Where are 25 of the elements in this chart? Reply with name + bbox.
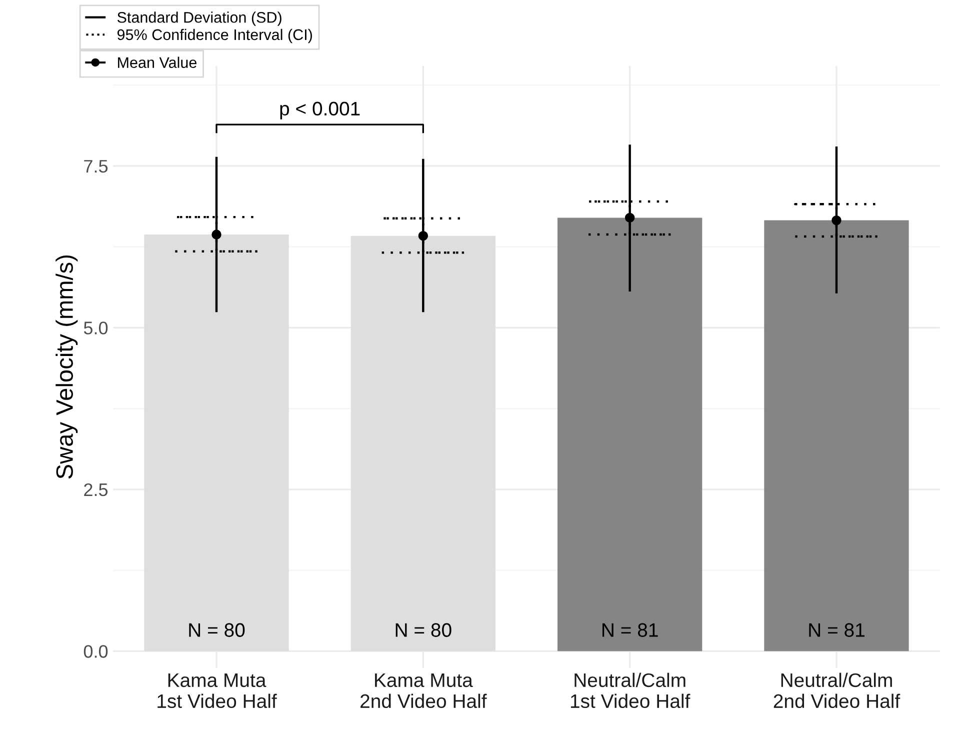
annotation: N = 81 <box>809 623 864 637</box>
x-tick-label: Neutral/Calm 1st Video Half <box>570 672 690 708</box>
annotation: p < 0.001 <box>280 102 360 120</box>
point <box>832 215 842 226</box>
annotation: N = 80 <box>189 623 245 637</box>
x-tick-label: Kama Muta 2nd Video Half <box>360 674 487 708</box>
point <box>212 230 222 240</box>
y-axis-title: Sway Velocity (mm/s) <box>56 255 78 479</box>
bar <box>350 236 496 652</box>
y-tick-label: 0.0 <box>84 645 108 658</box>
y-tick-label: 5.0 <box>84 322 108 334</box>
annotation: N = 81 <box>602 623 658 637</box>
bar <box>144 234 289 652</box>
x-tick-label: Kama Muta 1st Video Half <box>158 674 277 708</box>
bar <box>764 220 909 652</box>
bar <box>557 218 702 652</box>
legend-label: Mean Value <box>118 56 196 68</box>
legend-label: Standard Deviation (SD) <box>117 12 282 26</box>
y-tick-label: 7.5 <box>84 160 108 173</box>
point <box>624 212 635 223</box>
annotation: N = 80 <box>396 623 452 637</box>
point <box>418 230 428 241</box>
legend-label: 95% Confidence Interval (CI) <box>117 28 312 44</box>
x-tick-label: Neutral/Calm 2nd Video Half <box>774 672 900 708</box>
y-tick-label: 2.5 <box>84 483 108 496</box>
